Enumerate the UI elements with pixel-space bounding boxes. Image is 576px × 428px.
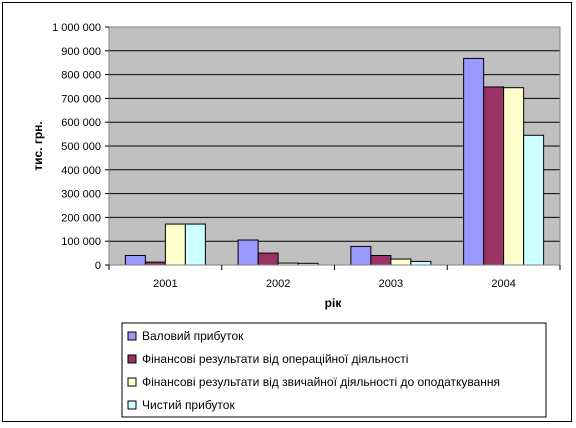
legend-swatch [127,354,137,364]
y-axis-title: тис. грн. [31,121,45,171]
bar [370,254,392,266]
legend-label: Фінансові результати від звичайної діяль… [142,375,500,389]
bar-chart: 0 100 000 200 000 300 000 400 000 500 000 600 … [31,22,561,418]
y-tick-labels: 0 100 000 200 000 300 000 400 000 500 000 600 … [52,22,101,272]
y-tick-label: 900 000 [61,46,101,58]
legend-box [121,322,547,418]
bar [523,134,545,266]
legend-label: Фінансові результати від операційної дія… [142,352,408,366]
bar [410,260,432,266]
legend-label: Чистий прибуток [142,398,235,412]
legend-swatch [127,377,137,387]
axes [105,26,561,270]
bars [124,57,545,266]
y-tick-label: 300 000 [61,189,101,201]
legend: Валовий прибуток Фінансові результати від… [121,322,547,418]
y-tick-label: 800 000 [61,70,101,82]
bar [237,239,259,266]
y-tick-label: 100 000 [61,236,101,248]
legend-label: Валовий прибуток [142,329,244,343]
bar [184,223,206,266]
bar [390,258,412,266]
chart-frame: 0 100 000 200 000 300 000 400 000 500 000 600 … [2,2,572,422]
bar [350,245,372,266]
bar [257,252,279,266]
bar [503,87,525,266]
x-tick-label: 2001 [153,278,177,290]
y-tick-label: 200 000 [61,212,101,224]
y-tick-label: 0 [95,260,101,272]
bar [164,223,186,266]
x-tick-label: 2003 [379,278,403,290]
legend-swatch [127,400,137,410]
x-tick-label: 2004 [491,278,515,290]
y-tick-label: 400 000 [61,165,101,177]
x-tick-labels: 2001 2002 2003 2004 [153,278,516,290]
y-tick-label: 600 000 [61,117,101,129]
x-axis-title: рік [325,296,343,310]
bar [483,86,505,266]
bar [463,57,485,266]
bar [124,254,146,266]
x-tick-label: 2002 [266,278,290,290]
y-tick-label: 1 000 000 [52,22,101,34]
legend-swatch [127,331,137,341]
y-tick-label: 500 000 [61,141,101,153]
y-tick-label: 700 000 [61,93,101,105]
